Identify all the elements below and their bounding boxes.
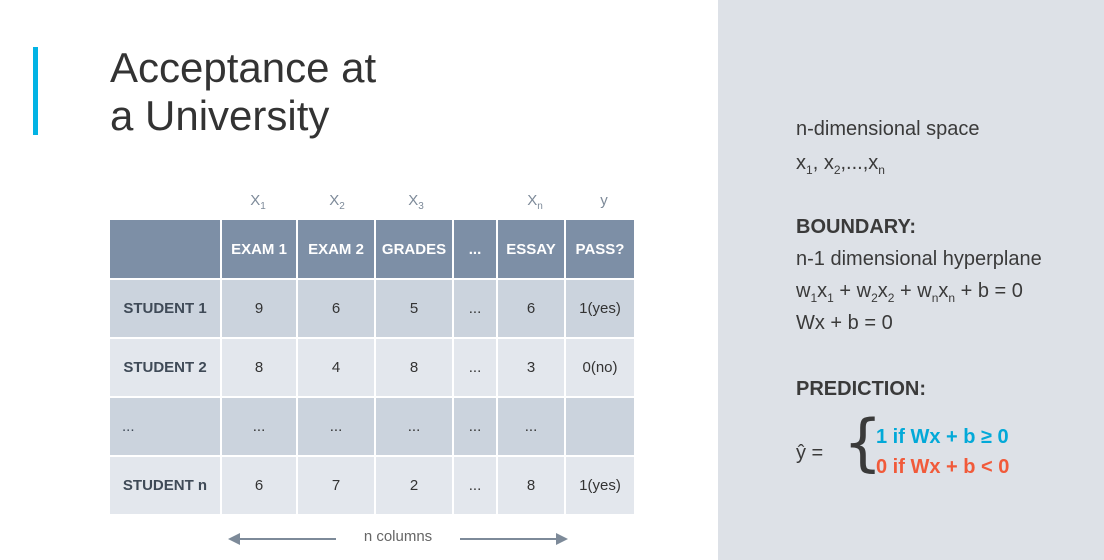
table-cell: ... xyxy=(220,396,296,455)
header-cell: ESSAY xyxy=(496,220,564,278)
table-cell: 5 xyxy=(374,278,452,337)
var-x3: X3 xyxy=(408,192,424,212)
row-label: STUDENT 1 xyxy=(110,278,220,337)
table-row: STUDENT 1 9 6 5 ... 6 1(yes) xyxy=(110,278,634,337)
table-cell: ... xyxy=(452,337,496,396)
slide-right-panel xyxy=(718,0,1104,560)
boundary-equation: w1x1 + w2x2 + wnxn + b = 0 xyxy=(796,280,1023,305)
table-cell: 6 xyxy=(496,278,564,337)
boundary-description: n-1 dimensional hyperplane xyxy=(796,248,1042,270)
slide-title: Acceptance at a University xyxy=(110,44,376,140)
table-cell: 8 xyxy=(496,455,564,514)
prediction-case-negative: 0 if Wx + b < 0 xyxy=(876,456,1010,478)
right-arrow-line xyxy=(460,538,558,540)
header-cell: GRADES xyxy=(374,220,452,278)
table-cell: 3 xyxy=(496,337,564,396)
prediction-heading: PREDICTION: xyxy=(796,378,926,400)
space-title: n-dimensional space xyxy=(796,118,980,140)
table-cell: ... xyxy=(296,396,374,455)
header-cell: ... xyxy=(452,220,496,278)
right-arrow-icon xyxy=(556,533,568,545)
left-arrow-line xyxy=(238,538,336,540)
table-cell xyxy=(564,396,634,455)
prediction-case-positive: 1 if Wx + b ≥ 0 xyxy=(876,426,1009,448)
header-cell xyxy=(110,220,220,278)
var-x1: X1 xyxy=(250,192,266,212)
student-data-table: EXAM 1 EXAM 2 GRADES ... ESSAY PASS? STU… xyxy=(110,220,634,514)
var-xn: Xn xyxy=(527,192,543,212)
table-cell: ... xyxy=(452,278,496,337)
table-cell: ... xyxy=(452,396,496,455)
boundary-equation-matrix: Wx + b = 0 xyxy=(796,312,893,334)
row-label: ... xyxy=(110,396,220,455)
row-label: STUDENT n xyxy=(110,455,220,514)
table-cell: ... xyxy=(374,396,452,455)
table-cell: 6 xyxy=(296,278,374,337)
curly-brace-icon: { xyxy=(843,406,883,479)
title-line-1: Acceptance at xyxy=(110,44,377,91)
table-header-row: EXAM 1 EXAM 2 GRADES ... ESSAY PASS? xyxy=(110,220,634,278)
table-cell: 8 xyxy=(220,337,296,396)
table-row: STUDENT n 6 7 2 ... 8 1(yes) xyxy=(110,455,634,514)
table-row: STUDENT 2 8 4 8 ... 3 0(no) xyxy=(110,337,634,396)
table-cell: ... xyxy=(452,455,496,514)
y-hat-label: ŷ = xyxy=(796,442,824,464)
table-cell: 8 xyxy=(374,337,452,396)
table-cell: 1(yes) xyxy=(564,455,634,514)
var-x2: X2 xyxy=(329,192,345,212)
header-cell: PASS? xyxy=(564,220,634,278)
columns-indicator: n columns xyxy=(228,528,568,548)
table-cell: 6 xyxy=(220,455,296,514)
header-cell: EXAM 2 xyxy=(296,220,374,278)
table-row: ... ... ... ... ... ... xyxy=(110,396,634,455)
table-cell: 2 xyxy=(374,455,452,514)
title-line-2: a University xyxy=(110,92,330,139)
header-cell: EXAM 1 xyxy=(220,220,296,278)
var-y: y xyxy=(600,192,608,209)
space-variables: x1, x2,...,xn xyxy=(796,152,885,177)
table-cell: ... xyxy=(496,396,564,455)
table-cell: 0(no) xyxy=(564,337,634,396)
row-label: STUDENT 2 xyxy=(110,337,220,396)
table-cell: 7 xyxy=(296,455,374,514)
table-cell: 1(yes) xyxy=(564,278,634,337)
title-accent-bar xyxy=(33,47,38,135)
columns-label: n columns xyxy=(363,528,433,545)
table-cell: 9 xyxy=(220,278,296,337)
boundary-heading: BOUNDARY: xyxy=(796,216,916,238)
left-arrow-icon xyxy=(228,533,240,545)
table-cell: 4 xyxy=(296,337,374,396)
